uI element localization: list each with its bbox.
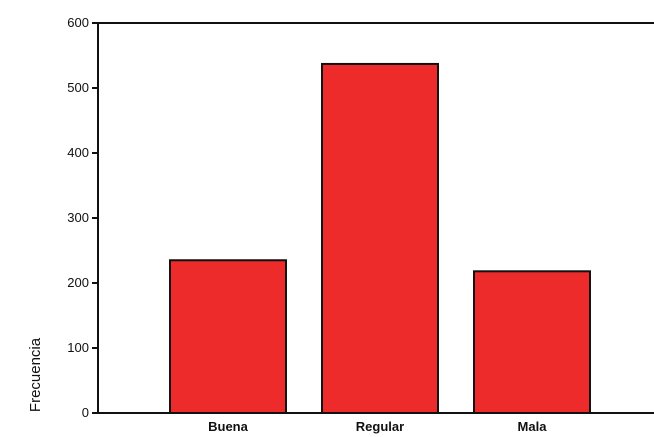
- x-tick-labels: Buena Regular Mala: [208, 419, 547, 434]
- bar-regular: [321, 62, 439, 414]
- y-tick-label: 300: [67, 210, 89, 225]
- bar-buena: [169, 259, 287, 414]
- y-ticks: 0 100 200 300 400 500 600: [67, 15, 98, 420]
- y-tick-label: 0: [82, 405, 89, 420]
- y-tick-label: 600: [67, 15, 89, 30]
- y-tick-label: 400: [67, 145, 89, 160]
- x-tick-label-mala: Mala: [518, 419, 548, 434]
- y-tick-label: 100: [67, 340, 89, 355]
- x-tick-label-regular: Regular: [356, 419, 404, 434]
- y-axis-label: Frecuencia: [27, 337, 44, 412]
- bar-mala: [473, 270, 591, 414]
- bars: [169, 62, 591, 414]
- x-tick-label-buena: Buena: [208, 419, 249, 434]
- y-tick-label: 500: [67, 80, 89, 95]
- y-tick-label: 200: [67, 275, 89, 290]
